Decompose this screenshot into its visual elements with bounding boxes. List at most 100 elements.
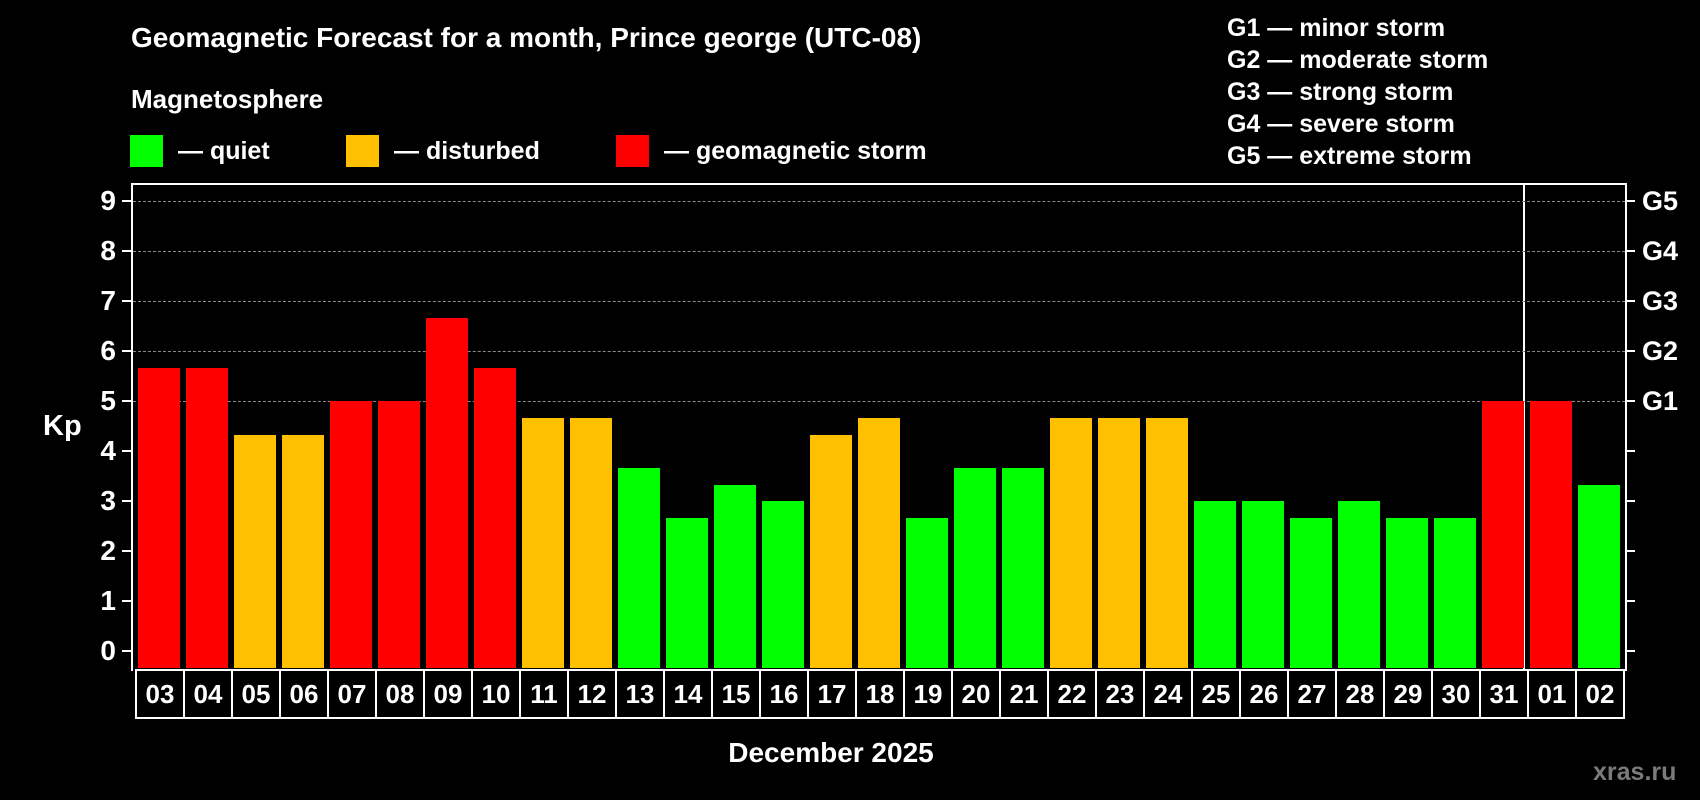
x-tick-label: 14 bbox=[665, 671, 713, 717]
legend-item: — quiet bbox=[130, 135, 270, 167]
gridline bbox=[133, 201, 1625, 203]
x-tick-label: 24 bbox=[1145, 671, 1193, 717]
y-tick-label: 3 bbox=[100, 485, 116, 517]
x-tick-label: 27 bbox=[1289, 671, 1337, 717]
x-tick-label: 25 bbox=[1193, 671, 1241, 717]
legend-label: — disturbed bbox=[394, 137, 540, 165]
y-tick-label: 9 bbox=[100, 185, 116, 217]
x-tick-label: 17 bbox=[809, 671, 857, 717]
bar-quiet bbox=[1434, 517, 1476, 668]
legend-label: — quiet bbox=[178, 137, 270, 165]
y-tick bbox=[122, 550, 131, 553]
y-tick-label: 6 bbox=[100, 335, 116, 367]
g-legend-item: G4 — severe storm bbox=[1227, 110, 1455, 138]
bar-quiet bbox=[954, 467, 996, 668]
bar-quiet bbox=[1578, 484, 1620, 668]
x-axis-title: December 2025 bbox=[728, 737, 934, 768]
y-tick bbox=[122, 500, 131, 503]
chart-title: Geomagnetic Forecast for a month, Prince… bbox=[131, 22, 922, 53]
g-level-label: G3 bbox=[1642, 286, 1679, 317]
g-level-label: G1 bbox=[1642, 386, 1679, 417]
bar-storm bbox=[186, 367, 228, 668]
gridline bbox=[133, 301, 1625, 303]
bar-quiet bbox=[1386, 517, 1428, 668]
bar-quiet bbox=[1290, 517, 1332, 668]
y-tick-label: 1 bbox=[100, 585, 116, 617]
x-tick-label: 06 bbox=[281, 671, 329, 717]
gridline bbox=[133, 351, 1625, 353]
y-tick-right bbox=[1626, 600, 1635, 603]
x-tick-label: 02 bbox=[1577, 671, 1625, 717]
x-tick-label: 03 bbox=[137, 671, 185, 717]
bar-disturbed bbox=[1050, 417, 1092, 668]
g-scale-legend: G1 — minor storm G2 — moderate storm G3 … bbox=[1227, 12, 1488, 172]
x-tick-label: 19 bbox=[905, 671, 953, 717]
bar-quiet bbox=[1194, 501, 1236, 668]
x-tick-label: 12 bbox=[569, 671, 617, 717]
g-level-label: G4 bbox=[1642, 236, 1679, 267]
x-tick-label: 29 bbox=[1385, 671, 1433, 717]
month-divider bbox=[1523, 185, 1525, 671]
g-level-label: G5 bbox=[1642, 186, 1679, 217]
x-tick-label: 04 bbox=[185, 671, 233, 717]
x-tick-label: 31 bbox=[1481, 671, 1529, 717]
y-tick-right bbox=[1626, 300, 1635, 303]
bar-disturbed bbox=[810, 434, 852, 668]
bar-quiet bbox=[714, 484, 756, 668]
bar-quiet bbox=[762, 501, 804, 668]
y-tick-right bbox=[1626, 350, 1635, 353]
y-tick-right bbox=[1626, 250, 1635, 253]
bar-quiet bbox=[1002, 467, 1044, 668]
bar-quiet bbox=[1338, 501, 1380, 668]
x-tick-label: 20 bbox=[953, 671, 1001, 717]
y-tick bbox=[122, 250, 131, 253]
y-tick bbox=[122, 650, 131, 653]
x-tick-label: 22 bbox=[1049, 671, 1097, 717]
legend-swatch bbox=[616, 135, 649, 167]
bar-quiet bbox=[906, 517, 948, 668]
y-tick-label: 8 bbox=[100, 235, 116, 267]
legend-title: Magnetosphere bbox=[131, 84, 324, 114]
x-tick-label: 18 bbox=[857, 671, 905, 717]
y-tick bbox=[122, 200, 131, 203]
y-tick-label: 5 bbox=[100, 385, 116, 417]
y-tick-label: 0 bbox=[100, 635, 116, 667]
x-tick-label: 15 bbox=[713, 671, 761, 717]
plot-area bbox=[131, 183, 1627, 671]
x-tick-label: 07 bbox=[329, 671, 377, 717]
g-legend-item: G1 — minor storm bbox=[1227, 14, 1446, 42]
y-tick-right bbox=[1626, 550, 1635, 553]
bar-quiet bbox=[618, 467, 660, 668]
y-tick-right bbox=[1626, 400, 1635, 403]
bar-storm bbox=[378, 401, 420, 668]
bar-disturbed bbox=[1146, 417, 1188, 668]
y-tick bbox=[122, 350, 131, 353]
y-axis-label: Kp bbox=[43, 410, 82, 442]
y-tick-right bbox=[1626, 200, 1635, 203]
bar-disturbed bbox=[858, 417, 900, 668]
bar-disturbed bbox=[522, 417, 564, 668]
gridline bbox=[133, 401, 1625, 403]
bar-disturbed bbox=[1098, 417, 1140, 668]
bar-storm bbox=[138, 367, 180, 668]
y-tick-right bbox=[1626, 450, 1635, 453]
x-tick-label: 05 bbox=[233, 671, 281, 717]
bar-quiet bbox=[666, 517, 708, 668]
y-tick-right bbox=[1626, 500, 1635, 503]
y-tick-right bbox=[1626, 650, 1635, 653]
x-tick-label: 16 bbox=[761, 671, 809, 717]
bar-disturbed bbox=[234, 434, 276, 668]
g-level-label: G2 bbox=[1642, 336, 1679, 367]
legend-item: — disturbed bbox=[346, 135, 540, 167]
legend-label: — geomagnetic storm bbox=[664, 137, 927, 165]
y-tick bbox=[122, 400, 131, 403]
legend-swatch bbox=[130, 135, 163, 167]
gridline bbox=[133, 251, 1625, 253]
x-tick-label: 21 bbox=[1001, 671, 1049, 717]
bar-storm bbox=[1530, 401, 1572, 668]
y-tick bbox=[122, 600, 131, 603]
x-axis-labels: 03 04 05 06 07 08 09 10 11 12 13 14 15 16 17 18 19 20 21 22… bbox=[135, 669, 1625, 719]
x-tick-label: 26 bbox=[1241, 671, 1289, 717]
y-tick-label: 2 bbox=[100, 535, 116, 567]
x-tick-label: 08 bbox=[377, 671, 425, 717]
